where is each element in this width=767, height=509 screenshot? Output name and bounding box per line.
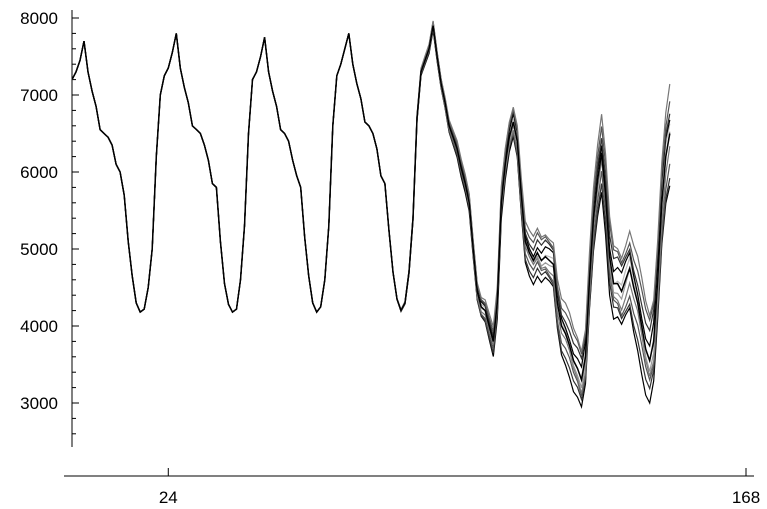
series-line	[71, 20, 671, 352]
x-tick-label: 24	[159, 488, 178, 507]
series-line	[71, 27, 671, 397]
y-tick-label: 7000	[20, 86, 58, 105]
base-series-line	[71, 25, 671, 383]
x-tick-label: 168	[732, 488, 760, 507]
series-line	[71, 26, 671, 388]
series-line	[71, 25, 671, 381]
series-line	[71, 21, 671, 355]
series-line	[71, 22, 671, 361]
series-line	[71, 27, 671, 394]
y-tick-label: 4000	[20, 317, 58, 336]
series-line	[71, 24, 671, 369]
y-tick-label: 3000	[20, 394, 58, 413]
y-tick-label: 5000	[20, 240, 58, 259]
series-line	[71, 28, 671, 402]
y-tick-label: 8000	[20, 9, 58, 28]
y-tick-label: 6000	[20, 163, 58, 182]
